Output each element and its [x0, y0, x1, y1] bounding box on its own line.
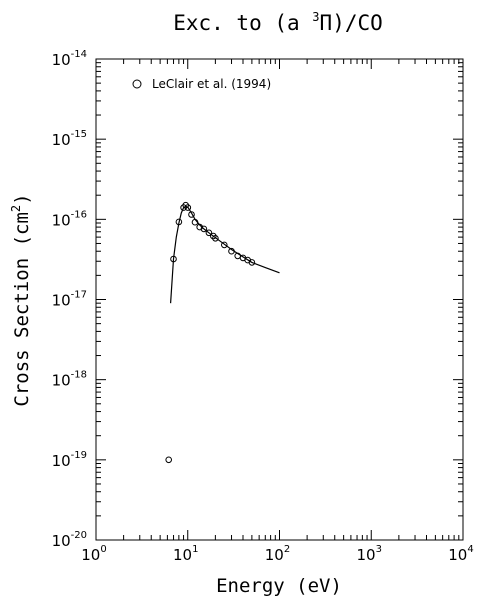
- y-tick-label: 10-16: [52, 209, 87, 229]
- x-tick-label: 103: [357, 544, 382, 564]
- fit-curve: [170, 205, 280, 304]
- fit-curve-line: [170, 205, 280, 304]
- y-tick-labels: 10-20 10-19 10-18 10-17 10-16 10-15 10-14: [52, 49, 87, 550]
- data-points: [165, 201, 256, 464]
- data-point: [170, 255, 177, 263]
- data-point: [175, 218, 183, 226]
- x-tick-labels: 100 101 102 103 104: [81, 544, 473, 564]
- data-point: [205, 229, 213, 237]
- y-tick-label: 10-15: [52, 129, 87, 149]
- legend-label: LeClair et al. (1994): [152, 77, 271, 91]
- y-axis-label: Cross Section (cm2): [9, 193, 33, 406]
- data-point: [212, 235, 219, 242]
- y-axis-label-superscript: 2: [9, 205, 23, 212]
- title-prefix: Exc. to (a: [173, 11, 312, 35]
- x-tick-label: 102: [265, 544, 290, 564]
- x-tick-label: 100: [81, 544, 106, 564]
- plot-frame: [95, 58, 464, 541]
- y-tick-label: 10-20: [52, 530, 87, 550]
- title-superscript: 3: [312, 10, 319, 24]
- legend-marker-circle: [132, 79, 142, 89]
- y-tick-label: 10-17: [52, 290, 87, 310]
- data-point: [165, 456, 172, 464]
- data-point: [248, 259, 256, 266]
- legend: LeClair et al. (1994): [132, 77, 271, 91]
- data-point: [221, 241, 228, 249]
- y-tick-label: 10-18: [52, 370, 87, 390]
- data-point: [196, 223, 203, 231]
- y-axis-label-text: Cross Section (cm: [11, 212, 33, 406]
- title-symbol: Π: [320, 11, 333, 35]
- title-suffix: )/CO: [332, 11, 383, 35]
- y-axis-label-close: ): [11, 193, 33, 204]
- data-point: [188, 211, 195, 218]
- x-tick-label: 101: [173, 544, 198, 564]
- chart-title: Exc. to (a 3Π)/CO: [173, 10, 383, 35]
- data-point: [191, 218, 199, 226]
- axis-ticks: [95, 58, 464, 541]
- data-point: [184, 204, 192, 211]
- data-point: [228, 247, 235, 255]
- data-point: [200, 225, 208, 233]
- y-tick-label: 10-19: [52, 450, 87, 470]
- x-axis-label: Energy (eV): [216, 575, 342, 597]
- y-tick-label: 10-14: [52, 49, 87, 69]
- x-tick-label: 104: [448, 544, 473, 564]
